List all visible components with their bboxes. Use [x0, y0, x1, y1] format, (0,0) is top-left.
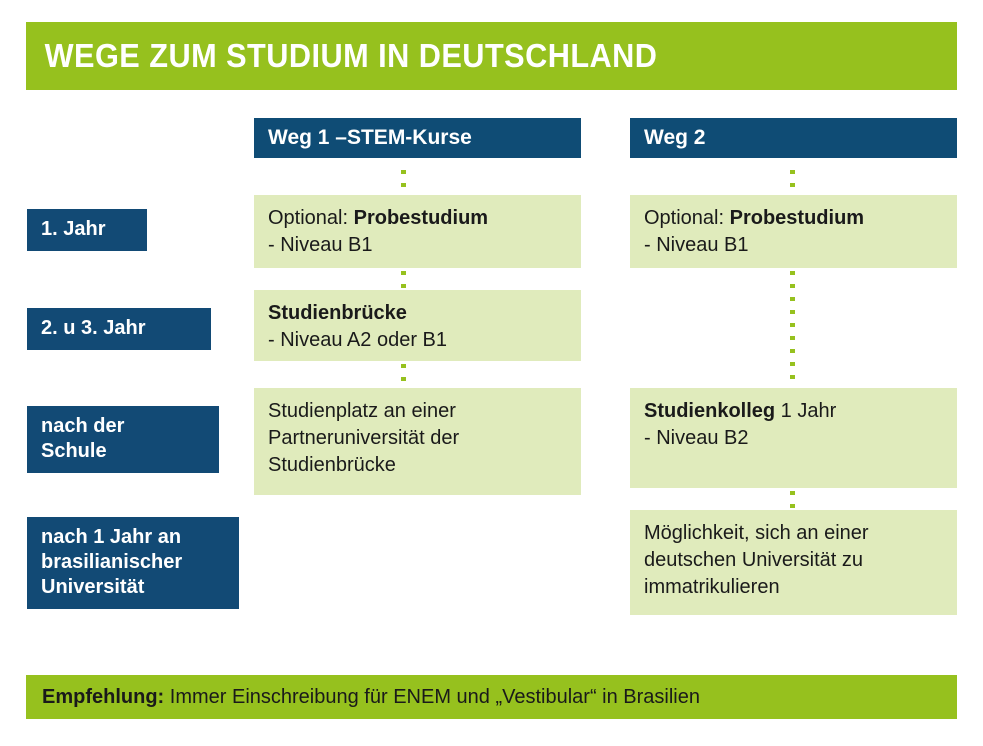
card-weg1-studienbruecke-line2: - Niveau A2 oder B1	[268, 329, 447, 351]
column-header-weg-1: Weg 1 –STEM-Kurse	[254, 118, 581, 158]
dotted-connector-weg2-card2-to-card3	[790, 491, 795, 508]
card-weg2-probestudium-line1: Optional: Probestudium	[644, 205, 943, 232]
card-weg1-probestudium-prefix: Optional:	[268, 207, 354, 229]
card-weg2-studienkolleg-line1: Studienkolleg 1 Jahr	[644, 398, 943, 425]
stage-label-nach-1-jahr-brasilianischer-universitaet: nach 1 Jahr an brasilianischer Universit…	[27, 517, 239, 609]
stage-label-3-line2: Schule	[41, 440, 107, 462]
dotted-connector-weg2-card1-to-card2	[790, 271, 795, 386]
card-weg2-probestudium: Optional: Probestudium - Niveau B1	[630, 195, 957, 268]
card-weg1-studienplatz: Studienplatz an einer Partneruniversität…	[254, 388, 581, 495]
dotted-connector-weg2-header-to-card1	[790, 170, 795, 192]
dotted-connector-weg1-card2-to-card3	[401, 364, 406, 386]
stage-label-1-jahr: 1. Jahr	[27, 209, 147, 251]
stage-label-3-line1: nach der	[41, 415, 125, 437]
stage-label-4-line3: Universität	[41, 576, 145, 598]
title-banner: WEGE ZUM STUDIUM IN DEUTSCHLAND	[26, 22, 957, 90]
stage-label-4-line2: brasilianischer	[41, 551, 183, 573]
card-weg1-studienbruecke-line1: Studienbrücke	[268, 300, 567, 327]
card-weg1-studienbruecke-bold: Studienbrücke	[268, 302, 407, 324]
card-weg1-studienplatz-line3: Studienbrücke	[268, 454, 396, 476]
card-weg1-probestudium-line1: Optional: Probestudium	[268, 205, 567, 232]
footer-recommendation-label: Empfehlung:	[42, 685, 165, 708]
card-weg2-studienkolleg-suffix: 1 Jahr	[775, 400, 837, 422]
card-weg1-probestudium-bold: Probestudium	[353, 207, 489, 229]
card-weg1-studienplatz-line2: Partneruniversität der	[268, 427, 460, 449]
stage-label-2-line1: 2. u 3. Jahr	[41, 317, 146, 339]
stage-label-1-line1: 1. Jahr	[41, 218, 106, 240]
footer-recommendation-body: Immer Einschreibung für ENEM und „Vestib…	[164, 685, 700, 708]
card-weg1-probestudium-line2: - Niveau B1	[268, 234, 373, 256]
card-weg2-immatrikulieren-line1: Möglichkeit, sich an einer	[644, 522, 869, 544]
card-weg2-probestudium-bold: Probestudium	[729, 207, 865, 229]
stage-label-2-u-3-jahr: 2. u 3. Jahr	[27, 308, 211, 350]
card-weg2-studienkolleg: Studienkolleg 1 Jahr - Niveau B2	[630, 388, 957, 488]
card-weg2-immatrikulieren: Möglichkeit, sich an einer deutschen Uni…	[630, 510, 957, 615]
card-weg2-immatrikulieren-line3: immatrikulieren	[644, 576, 780, 598]
column-header-weg-1-label: Weg 1 –STEM-Kurse	[268, 126, 472, 149]
footer-recommendation-text: Empfehlung: Immer Einschreibung für ENEM…	[26, 686, 700, 709]
card-weg2-studienkolleg-line2: - Niveau B2	[644, 427, 749, 449]
card-weg1-studienbruecke: Studienbrücke - Niveau A2 oder B1	[254, 290, 581, 361]
column-header-weg-2-label: Weg 2	[644, 126, 706, 149]
card-weg1-studienplatz-line1: Studienplatz an einer	[268, 400, 456, 422]
dotted-connector-weg1-header-to-card1	[401, 170, 406, 192]
card-weg1-probestudium: Optional: Probestudium - Niveau B1	[254, 195, 581, 268]
dotted-connector-weg1-card1-to-card2	[401, 271, 406, 288]
card-weg2-studienkolleg-bold: Studienkolleg	[644, 400, 776, 422]
card-weg2-probestudium-prefix: Optional:	[644, 207, 730, 229]
card-weg2-immatrikulieren-line2: deutschen Universität zu	[644, 549, 864, 571]
stage-label-nach-der-schule: nach der Schule	[27, 406, 219, 473]
column-header-weg-2: Weg 2	[630, 118, 957, 158]
footer-recommendation-bar: Empfehlung: Immer Einschreibung für ENEM…	[26, 675, 957, 719]
card-weg2-probestudium-line2: - Niveau B1	[644, 234, 749, 256]
page-title: WEGE ZUM STUDIUM IN DEUTSCHLAND	[44, 37, 658, 74]
stage-label-4-line1: nach 1 Jahr an	[41, 526, 182, 548]
